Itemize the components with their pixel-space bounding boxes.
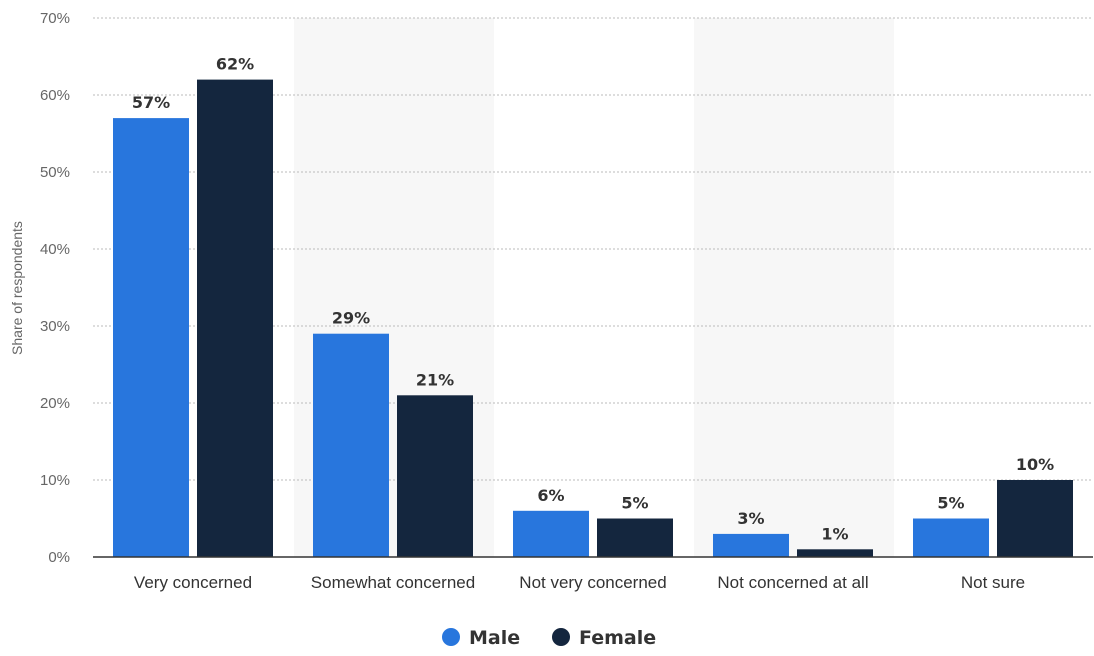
data-label: 10% (1016, 455, 1054, 474)
bar-female (797, 549, 873, 557)
y-tick-label: 10% (40, 472, 70, 489)
y-tick-label: 70% (40, 10, 70, 27)
data-labels: 57% 62% 29% 21% 6% 5% 3% 1% 5% 10% (132, 55, 1054, 544)
legend-marker (552, 628, 570, 646)
x-category-label: Not concerned at all (717, 573, 868, 592)
legend: Male Female (442, 627, 656, 649)
y-tick-label: 20% (40, 395, 70, 412)
legend-item-male[interactable]: Male (442, 627, 520, 649)
legend-label: Male (469, 627, 520, 649)
legend-label: Female (579, 627, 656, 649)
bar-male (513, 510, 589, 557)
bar-female (197, 79, 273, 557)
legend-marker (442, 628, 460, 646)
data-label: 29% (332, 309, 370, 328)
bar-male (713, 533, 789, 557)
y-tick-label: 30% (40, 318, 70, 335)
data-label: 57% (132, 93, 170, 112)
data-label: 1% (821, 524, 848, 543)
data-label: 6% (537, 486, 564, 505)
x-axis-labels: Very concerned Somewhat concerned Not very… (134, 573, 1025, 592)
y-tick-label: 50% (40, 164, 70, 181)
y-axis-title: Share of respondents (9, 221, 25, 355)
x-category-label: Not very concerned (519, 573, 666, 592)
bar-female (597, 518, 673, 557)
y-axis-ticks: 0% 10% 20% 30% 40% 50% 60% 70% (40, 10, 70, 566)
x-category-label: Somewhat concerned (311, 573, 475, 592)
bar-male (113, 118, 189, 557)
bar-female (397, 395, 473, 557)
data-label: 5% (621, 494, 648, 513)
data-label: 62% (216, 55, 254, 74)
data-label: 21% (416, 370, 454, 389)
y-tick-label: 0% (48, 549, 70, 566)
grid-lines (93, 17, 1093, 481)
bar-female (997, 480, 1073, 557)
x-category-label: Very concerned (134, 573, 252, 592)
legend-item-female[interactable]: Female (552, 627, 656, 649)
data-label: 5% (937, 494, 964, 513)
bar-male (913, 518, 989, 557)
y-tick-label: 40% (40, 241, 70, 258)
data-label: 3% (737, 509, 764, 528)
bars (113, 79, 1073, 557)
category-band (694, 18, 894, 557)
y-tick-label: 60% (40, 87, 70, 104)
x-category-label: Not sure (961, 573, 1025, 592)
bar-male (313, 333, 389, 557)
